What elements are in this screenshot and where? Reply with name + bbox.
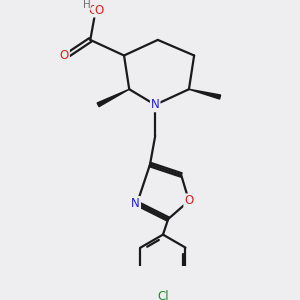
Text: N: N (131, 197, 140, 210)
Polygon shape (189, 89, 220, 99)
Text: N: N (151, 98, 160, 111)
Text: H: H (82, 0, 90, 10)
Text: O: O (88, 4, 98, 16)
Text: Cl: Cl (157, 290, 169, 300)
Text: O: O (60, 49, 69, 62)
Text: O: O (184, 194, 194, 207)
Text: O: O (95, 4, 104, 16)
Text: H: H (95, 4, 103, 14)
Polygon shape (97, 89, 129, 107)
